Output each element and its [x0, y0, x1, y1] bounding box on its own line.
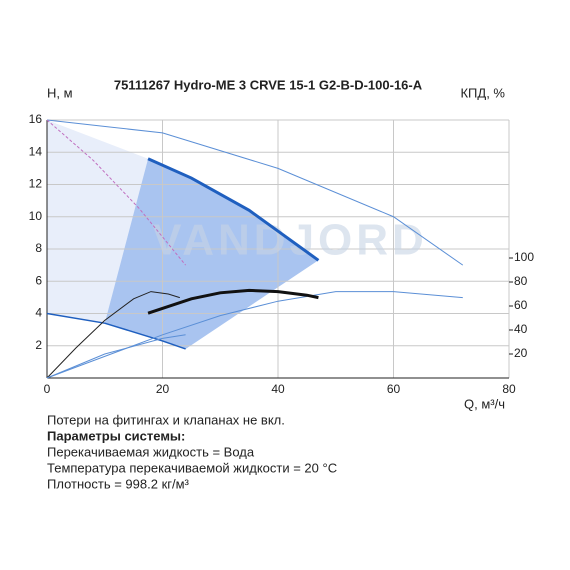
curve [46, 291, 180, 379]
y2-tick-label: 80 [514, 274, 528, 288]
param: Температура перекачиваемой жидкости = 20… [47, 460, 337, 475]
y-tick-label: 10 [29, 209, 43, 223]
y-tick-label: 6 [35, 273, 42, 287]
curve [46, 334, 186, 379]
y-axis-label: H, м [47, 85, 73, 100]
curve [46, 119, 464, 266]
y2-tick-label: 100 [514, 250, 534, 264]
y-tick-label: 16 [29, 112, 43, 126]
curve [46, 119, 186, 266]
x-axis-label: Q, м³/ч [464, 396, 505, 411]
param: Плотность = 998.2 кг/м³ [47, 476, 190, 491]
y-tick-label: 2 [35, 338, 42, 352]
y2-tick-label: 60 [514, 298, 528, 312]
x-tick-label: 0 [44, 382, 51, 396]
operating-area [104, 158, 319, 349]
y-tick-label: 4 [35, 306, 42, 320]
curve [46, 312, 186, 350]
x-tick-label: 60 [387, 382, 401, 396]
params-title: Параметры системы: [47, 428, 185, 443]
chart-title: 75111267 Hydro-ME 3 CRVE 15-1 G2-B-D-100… [114, 77, 423, 92]
y2-tick-label: 20 [514, 346, 528, 360]
x-tick-label: 20 [156, 382, 170, 396]
curve [147, 157, 320, 262]
y2-axis-label: КПД, % [460, 85, 505, 100]
curve [147, 288, 319, 315]
note: Потери на фитингах и клапанах не вкл. [47, 412, 285, 427]
y-tick-label: 8 [35, 241, 42, 255]
x-tick-label: 40 [271, 382, 285, 396]
y-tick-label: 12 [29, 177, 43, 191]
y-tick-label: 14 [29, 144, 43, 158]
y2-tick-label: 40 [514, 322, 528, 336]
curve [46, 291, 463, 379]
param: Перекачиваемая жидкость = Вода [47, 444, 255, 459]
light-area [47, 120, 149, 324]
x-tick-label: 80 [502, 382, 516, 396]
